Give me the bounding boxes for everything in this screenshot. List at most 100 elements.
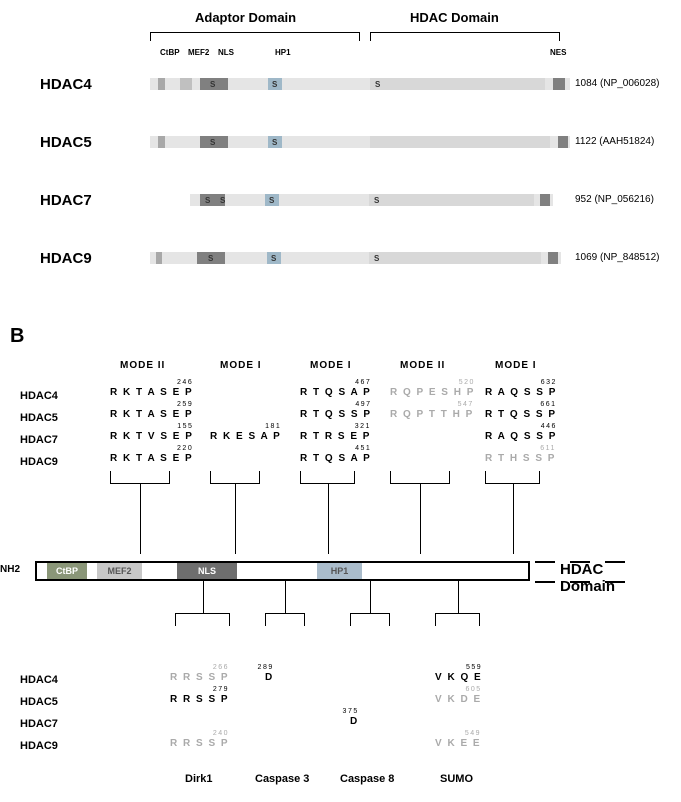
residue-number: 266 [213,664,229,671]
bracket-top [210,472,260,484]
track-segment [281,252,369,264]
s-mark: S [269,196,274,205]
sequence-block: R T Q S A P451 [300,453,371,464]
modification-label: Caspase 8 [340,773,394,785]
s-mark: S [210,80,215,89]
top-seq-rows: HDAC4R K T A S E P246R T Q S A P467R Q P… [20,384,660,472]
hdac-track: SSS [150,78,570,90]
sequence-block: R R S S P240 [170,738,229,749]
residue-number: 520 [459,379,475,386]
track-segment [192,78,200,90]
track-segment [550,136,558,148]
mode-label: MODE II [120,360,165,371]
modification-label: Caspase 3 [255,773,309,785]
residue-number: 289 [258,664,274,671]
seq-row: HDAC9R R S S P240V K E E549 [20,736,660,758]
s-mark: S [374,196,379,205]
bracket-bottom [175,613,230,625]
track-segment [553,78,565,90]
track-segment [158,78,165,90]
seq-row-label: HDAC9 [20,456,58,468]
track-segment [228,78,268,90]
hdac-row-info: 952 (NP_056216) [575,194,654,205]
residue-number: 661 [540,401,556,408]
s-mark: S [374,254,379,263]
header-hdac: HDAC Domain [410,10,499,25]
track-segment [565,78,570,90]
hdac-row-label: HDAC5 [40,134,92,151]
hdac-row: HDAC7952 (NP_056216)SSSS [40,184,660,234]
hdac-row-label: HDAC7 [40,192,92,209]
residue-number: 321 [355,423,371,430]
track-segment [548,252,558,264]
bottom-labels: Dirk1Caspase 3Caspase 8SUMO [20,773,660,793]
seq-row: HDAC4R R S S P266D289V K Q E559 [20,670,660,692]
bracket-top [485,472,540,484]
domain-segment: CtBP [47,563,87,579]
residue-number: 547 [458,401,474,408]
sequence-block: R K T V S E P155 [110,431,193,442]
hdac-row: HDAC51122 (AAH51824)SS [40,126,660,176]
residue-number: 611 [540,445,556,452]
seq-row-label: HDAC9 [20,740,58,752]
sequence-block: R K T A S E P220 [110,453,193,464]
panel-a-headers: Adaptor Domain HDAC Domain CtBP MEF2 NLS… [40,10,660,60]
hdac-track: SSSS [150,194,570,206]
panel-b: MODE IIMODE IMODE IMODE IIMODE I HDAC4R … [20,360,660,793]
s-mark: S [272,80,277,89]
hdac-row-label: HDAC9 [40,250,92,267]
s-mark: S [272,138,277,147]
mode-label: MODE I [495,360,537,371]
track-segment [190,194,200,206]
sequence-block: R K T A S E P246 [110,387,193,398]
sublabel-nes: NES [550,48,566,57]
track-segment [558,252,561,264]
residue-number: 632 [541,379,557,386]
s-mark: S [271,254,276,263]
sequence-block: D289 [265,672,274,683]
residue-number: 240 [213,730,229,737]
sequence-block: R T R S E P321 [300,431,371,442]
hdac-row-info: 1069 (NP_848512) [575,252,660,263]
residue-number: 549 [465,730,481,737]
bracket-top [300,472,355,484]
domain-bar: CtBPMEF2NLSHP1 [35,561,530,581]
track-segment [558,136,568,148]
seq-row-label: HDAC7 [20,718,58,730]
bracket-hdac [370,32,560,40]
sequence-block: R A Q S S P632 [485,387,557,398]
track-segment [540,194,550,206]
brackets-bottom [20,585,660,625]
sequence-block: D375 [350,716,359,727]
hdac-row-info: 1084 (NP_006028) [575,78,660,89]
seq-row: HDAC9R K T A S E P220R T Q S A P451R T H… [20,450,660,472]
modes-row: MODE IIMODE IMODE IMODE IIMODE I [20,360,660,378]
dash-line [535,581,555,583]
residue-number: 446 [541,423,557,430]
sequence-block: R T Q S S P661 [485,409,557,420]
residue-number: 559 [466,664,482,671]
seq-row: HDAC7 D375 [20,714,660,736]
track-segment [150,78,158,90]
brackets-top [20,472,660,512]
track-segment [568,136,570,148]
mode-label: MODE II [400,360,445,371]
track-segment [279,194,369,206]
track-segment [370,78,545,90]
hdac-track: SSS [150,252,570,264]
track-segment [162,252,197,264]
sublabel-hp1: HP1 [275,48,291,57]
bottom-seq-rows: HDAC4R R S S P266D289V K Q E559HDAC5R R … [20,670,660,758]
sublabel-nls: NLS [218,48,234,57]
seq-row-label: HDAC5 [20,412,58,424]
sequence-block: R T Q S S P497 [300,409,372,420]
track-segment [369,252,541,264]
bracket-adaptor [150,32,360,40]
track-segment [180,78,192,90]
domain-bar-wrap: NH2 CtBPMEF2NLSHP1 HDAC Domain [20,557,660,585]
track-segment [228,136,268,148]
sequence-block: V K D E605 [435,694,482,705]
sequence-block: V K Q E559 [435,672,482,683]
sublabel-mef2: MEF2 [188,48,209,57]
domain-segment: MEF2 [97,563,142,579]
